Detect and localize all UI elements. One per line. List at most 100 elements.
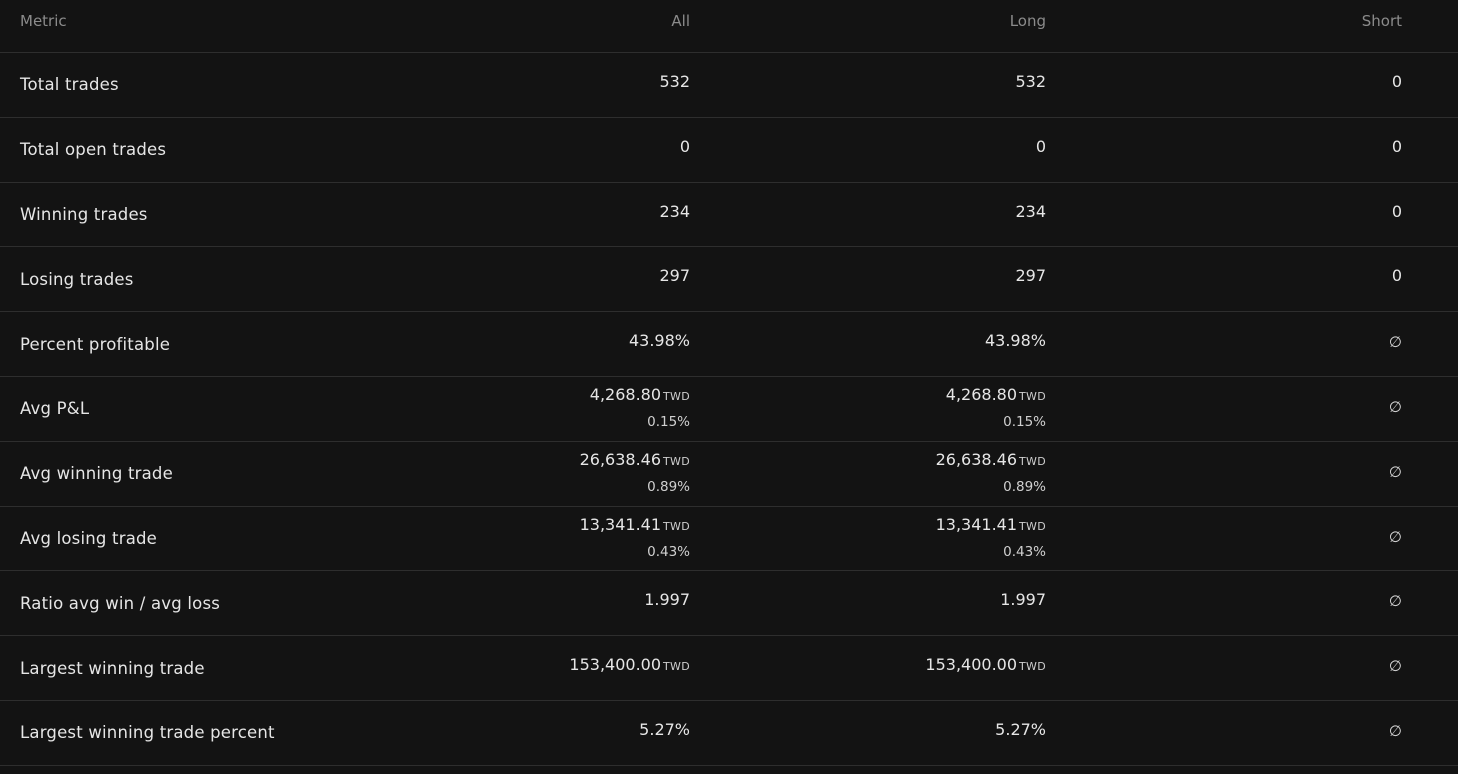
table-body: Total trades 532 532 0 Total open trades 0 0 0 W… <box>0 53 1458 766</box>
cell-all: 532 <box>400 53 690 117</box>
cell-value: 0 <box>1392 72 1402 92</box>
currency-label: TWD <box>1019 454 1046 468</box>
cell-all: 5.27% <box>400 701 690 765</box>
value-text: 532 <box>1015 72 1046 91</box>
cell-value: 297 <box>1015 266 1046 286</box>
table-header-row: Metric All Long Short <box>0 0 1458 53</box>
value-text: 43.98% <box>628 331 690 351</box>
cell-value: 26,638.46 TWD <box>936 450 1046 472</box>
table-row: Ratio avg win / avg loss 1.997 1.997 ∅ <box>0 571 1458 637</box>
cell-all: 26,638.46 TWD 0.89% <box>400 442 690 506</box>
metric-label: Avg P&L <box>20 399 90 419</box>
value-text: 0 <box>1391 72 1402 91</box>
cell-short: 0 <box>1046 247 1402 311</box>
value-text: 26,638.46 <box>935 449 1018 469</box>
cell-all: 0 <box>400 118 690 182</box>
table-row: Winning trades 234 234 0 <box>0 183 1458 248</box>
column-header-metric[interactable]: Metric <box>20 12 67 30</box>
cell-short: ∅ <box>1046 377 1402 441</box>
cell-short: ∅ <box>1046 442 1402 506</box>
cell-value: ∅ <box>1389 462 1402 482</box>
currency-label: TWD <box>1019 660 1046 674</box>
value-text: ∅ <box>1388 721 1402 740</box>
table-row: Avg P&L 4,268.80 TWD 0.15% 4,268.80 TWD 0.15% ∅ <box>0 377 1458 442</box>
value-text: 234 <box>659 201 690 221</box>
currency-label: TWD <box>1019 389 1046 403</box>
value-text: ∅ <box>1388 333 1402 352</box>
metric-label: Avg winning trade <box>20 464 173 484</box>
value-text: 532 <box>659 72 690 91</box>
cell-value: 532 <box>1015 72 1046 92</box>
value-text: 4,268.80 <box>945 384 1018 404</box>
cell-long: 234 <box>690 183 1046 247</box>
cell-short: ∅ <box>1046 312 1402 376</box>
value-text: ∅ <box>1388 657 1402 676</box>
currency-label: TWD <box>663 389 690 403</box>
currency-label: TWD <box>663 454 690 468</box>
cell-long: 532 <box>690 53 1046 117</box>
metric-label: Largest winning trade <box>20 658 205 678</box>
cell-long: 5.27% <box>690 701 1046 765</box>
table-row: Avg losing trade 13,341.41 TWD 0.43% 13,341.… <box>0 507 1458 572</box>
cell-value: 5.27% <box>995 720 1046 740</box>
value-text: 153,400.00 <box>569 655 662 675</box>
cell-short: ∅ <box>1046 701 1402 765</box>
cell-short: 0 <box>1046 183 1402 247</box>
cell-value: 153,400.00 TWD <box>925 655 1046 677</box>
cell-value: ∅ <box>1389 527 1402 547</box>
value-text: 43.98% <box>984 331 1046 351</box>
value-text: 5.27% <box>639 719 690 739</box>
value-text: 13,341.41 <box>579 514 662 534</box>
value-text: 297 <box>1015 266 1046 286</box>
cell-value: 0 <box>680 137 690 157</box>
table-row: Losing trades 297 297 0 <box>0 247 1458 313</box>
cell-value: 4,268.80 TWD <box>590 385 690 407</box>
value-text: 4,268.80 <box>589 384 662 404</box>
percent-value: 0.43% <box>647 543 690 560</box>
cell-short: ∅ <box>1046 507 1402 571</box>
cell-value: 0 <box>1392 137 1402 157</box>
cell-long: 13,341.41 TWD 0.43% <box>690 507 1046 571</box>
value-text: 153,400.00 <box>925 655 1018 675</box>
cell-value: 13,341.41 TWD <box>580 515 690 537</box>
cell-value: 26,638.46 TWD <box>580 450 690 472</box>
currency-label: TWD <box>663 519 690 533</box>
value-text: 297 <box>659 266 690 286</box>
metric-label: Losing trades <box>20 269 134 289</box>
cell-value: ∅ <box>1389 656 1402 676</box>
value-text: 13,341.41 <box>935 514 1018 534</box>
percent-value: 0.89% <box>1003 478 1046 495</box>
table-row: Total trades 532 532 0 <box>0 53 1458 118</box>
column-header-all[interactable]: All <box>671 12 690 30</box>
cell-long: 1.997 <box>690 571 1046 635</box>
cell-all: 234 <box>400 183 690 247</box>
percent-value: 0.15% <box>647 413 690 430</box>
cell-value: 532 <box>659 72 690 92</box>
column-header-short[interactable]: Short <box>1361 12 1402 30</box>
cell-long: 297 <box>690 247 1046 311</box>
value-text: 1.997 <box>644 590 690 610</box>
cell-value: ∅ <box>1389 721 1402 741</box>
value-text: 0 <box>1035 136 1046 156</box>
metric-label: Largest winning trade percent <box>20 723 275 743</box>
value-text: ∅ <box>1388 462 1402 481</box>
value-text: 0 <box>679 136 690 156</box>
column-header-long[interactable]: Long <box>1009 12 1046 30</box>
cell-all: 1.997 <box>400 571 690 635</box>
table-row: Percent profitable 43.98% 43.98% ∅ <box>0 312 1458 377</box>
value-text: 0 <box>1391 266 1402 286</box>
cell-value: 1.997 <box>1000 590 1046 610</box>
metric-label: Total open trades <box>20 140 167 160</box>
cell-short: 0 <box>1046 53 1402 117</box>
cell-long: 43.98% <box>690 312 1046 376</box>
percent-value: 0.43% <box>1003 543 1046 560</box>
table-row: Largest winning trade 153,400.00 TWD 153,40… <box>0 636 1458 701</box>
value-text: ∅ <box>1388 527 1402 546</box>
value-text: ∅ <box>1388 397 1402 416</box>
cell-value: 0 <box>1392 266 1402 286</box>
cell-value: 234 <box>1015 202 1046 222</box>
cell-value: 43.98% <box>985 331 1046 351</box>
cell-value: 5.27% <box>639 720 690 740</box>
table-row: Total open trades 0 0 0 <box>0 118 1458 183</box>
